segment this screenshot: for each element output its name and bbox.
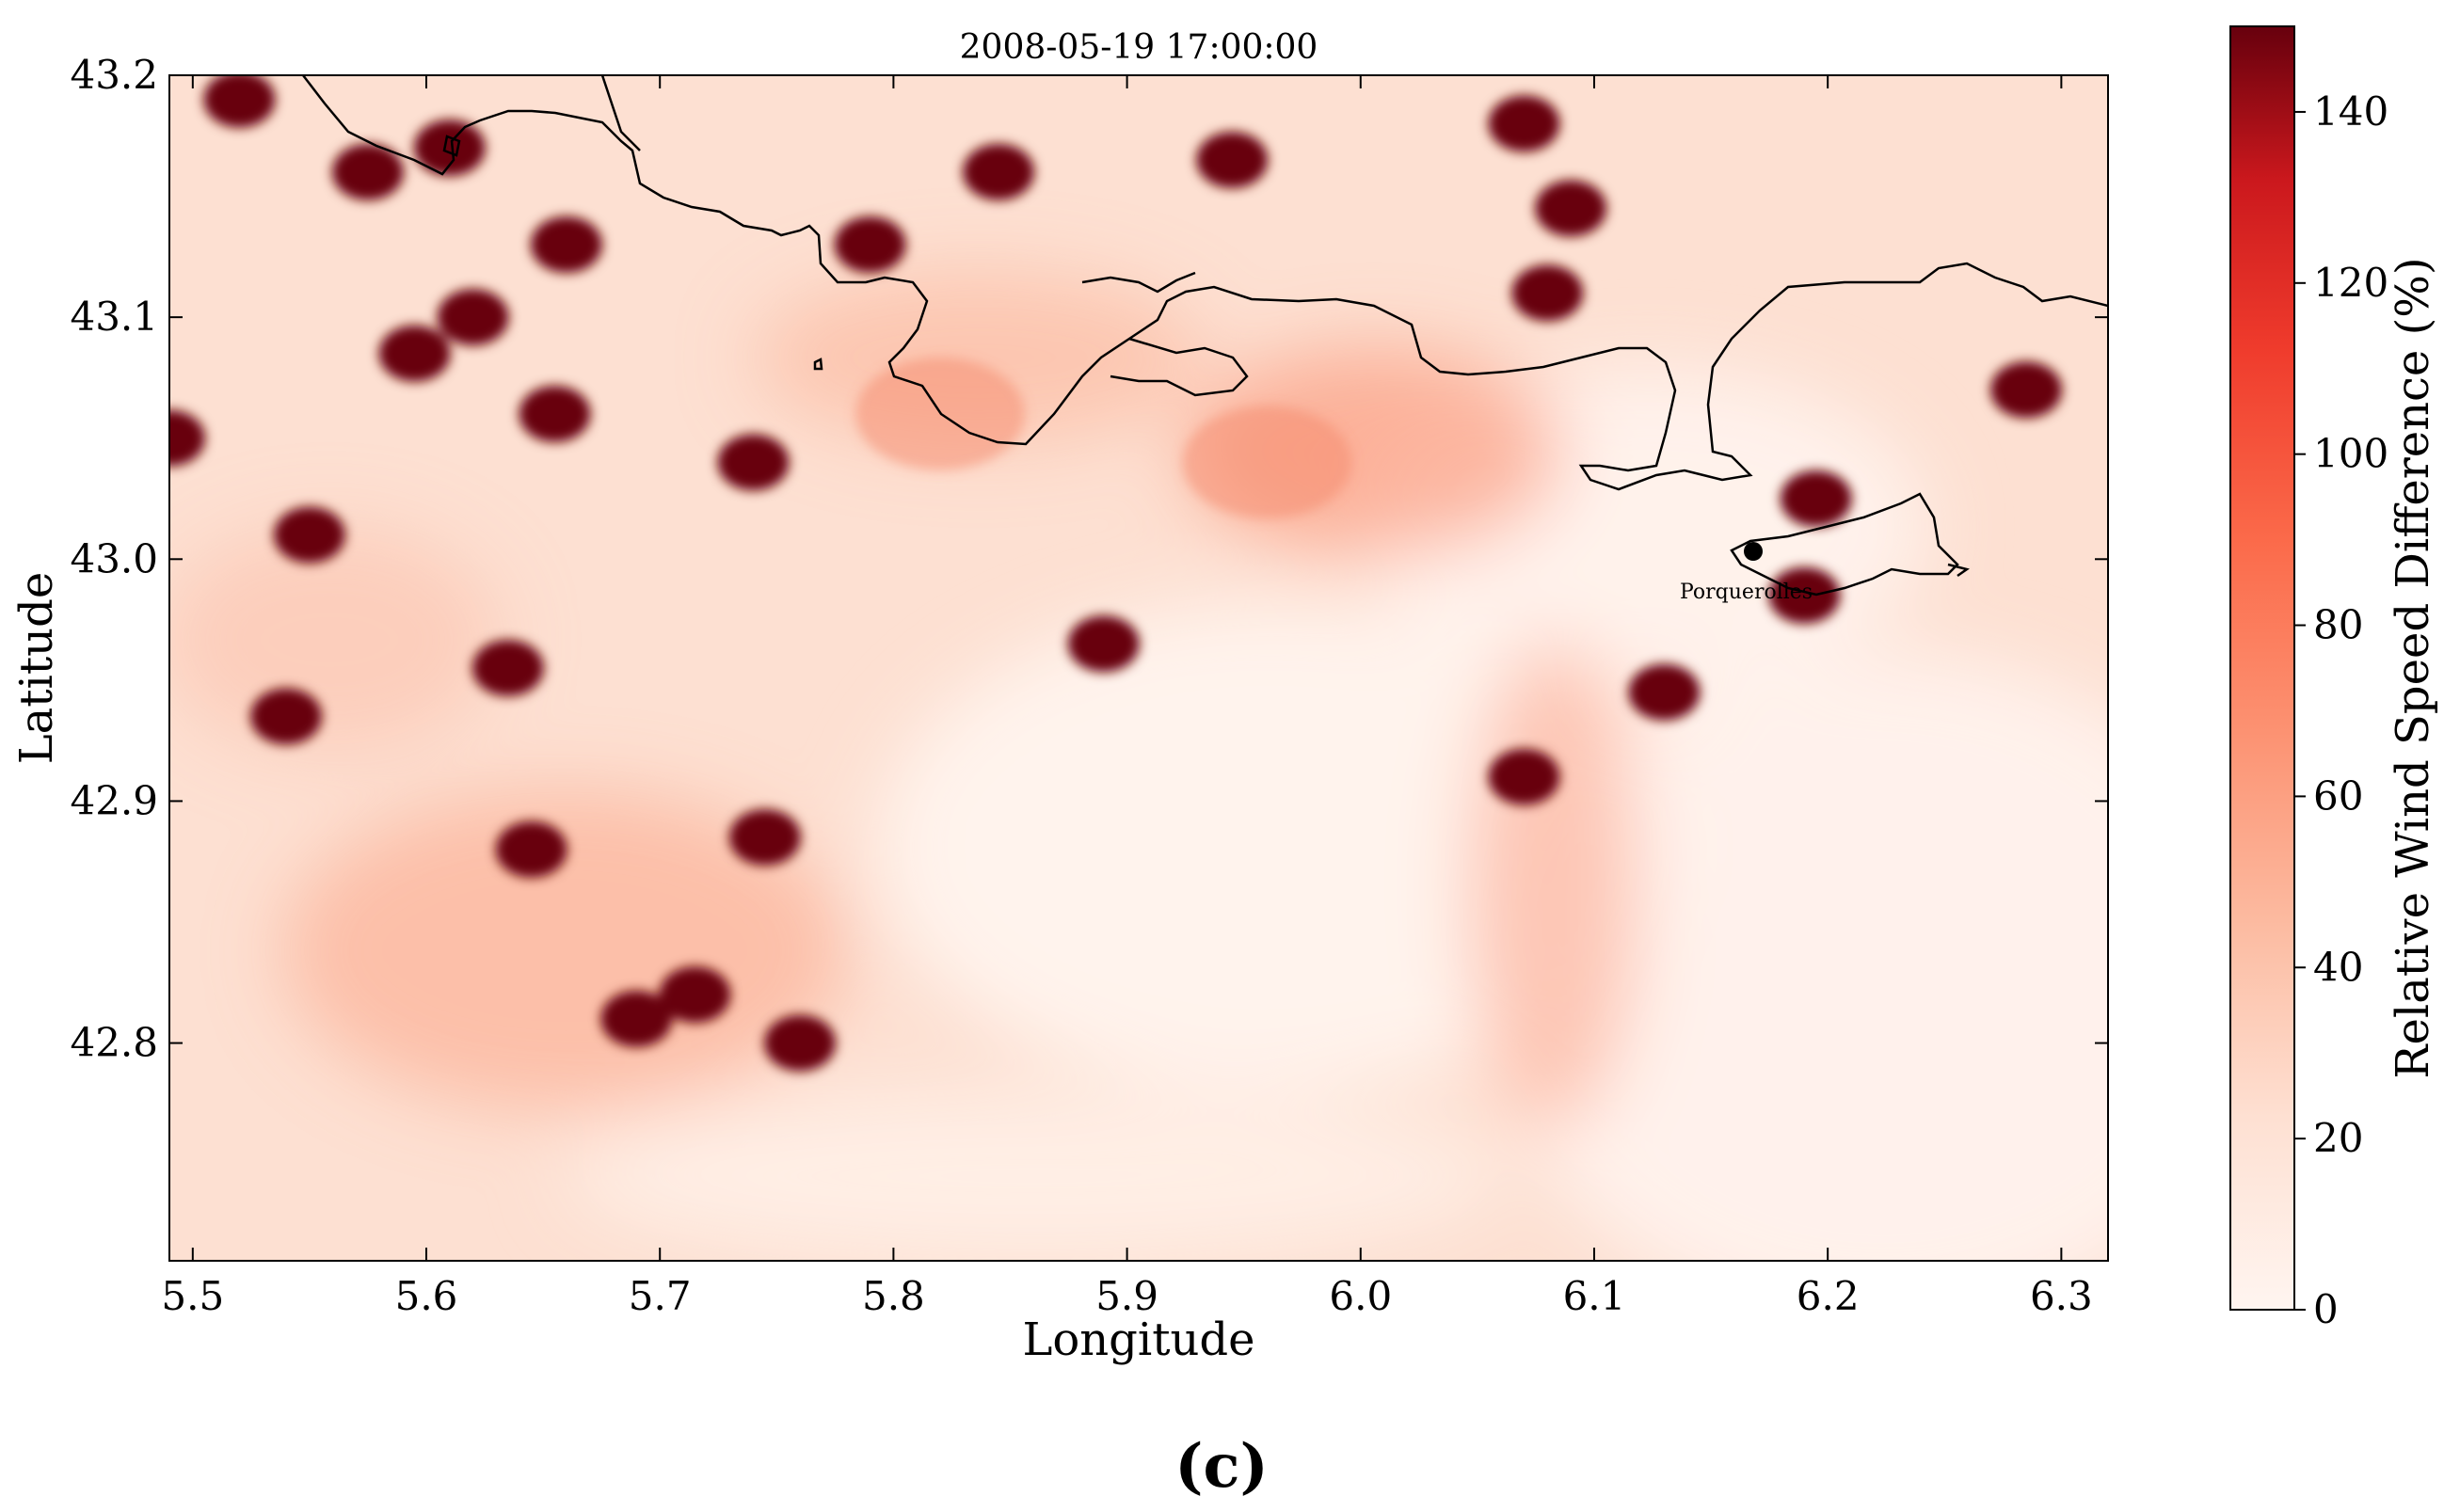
y-axis-label: Latitude — [10, 572, 63, 764]
y-tick-label: 42.9 — [70, 777, 158, 823]
chart-title: 2008-05-19 17:00:00 — [960, 28, 1318, 67]
heatmap-hotspot — [413, 119, 486, 177]
coastline — [302, 75, 2108, 597]
heatmap-hotspot — [717, 434, 790, 491]
heatmap-hotspot — [1628, 663, 1701, 721]
heatmap-hotspot — [273, 506, 345, 564]
coastline-mainland-west — [302, 75, 2108, 491]
heatmap-hotspot — [659, 966, 731, 1024]
colorbar-tick-label: 120 — [2313, 260, 2388, 306]
colorbar-tick-label: 80 — [2313, 602, 2363, 648]
colorbar-tick-label: 60 — [2313, 772, 2363, 819]
heatmap-hotspot — [1780, 470, 1852, 527]
x-tick-label: 5.7 — [629, 1273, 692, 1319]
x-tick-label: 6.3 — [2030, 1273, 2093, 1319]
x-tick-label: 6.2 — [1797, 1273, 1860, 1319]
heatmap-hotspot — [963, 143, 1035, 200]
coastline-islet-small — [813, 358, 823, 371]
x-axis: 5.5 5.6 5.7 5.8 5.9 6.0 6.1 6.2 6.3 — [161, 75, 2093, 1319]
panel-caption: (c) — [1174, 1431, 1269, 1502]
coastline-islet-west — [442, 135, 461, 157]
heatmap-hotspot — [331, 143, 404, 200]
heatmap-hotspot — [1535, 180, 1607, 237]
colorbar-tick-label: 0 — [2313, 1286, 2339, 1332]
heatmap-hotspot — [169, 409, 205, 467]
heatmap-hotspot — [530, 216, 602, 273]
heatmap-hotspot — [1488, 748, 1560, 805]
heatmap-hotspot — [600, 990, 673, 1047]
plot-frame — [168, 74, 2109, 1262]
heatmap-hotspot — [495, 820, 567, 878]
colorbar-ticks: 0 20 40 60 80 100 120 140 — [2294, 88, 2388, 1332]
x-tick-label: 6.0 — [1329, 1273, 1392, 1319]
heatmap-hotspot — [728, 809, 801, 866]
x-tick-label: 5.9 — [1095, 1273, 1158, 1319]
heatmap-hotspot — [1511, 264, 1584, 322]
heatmap-hotspot — [1488, 95, 1560, 152]
coastline-bay-inlet — [1110, 337, 1249, 397]
porquerolles-marker — [1744, 542, 1763, 561]
colorbar-tick-label: 20 — [2313, 1115, 2363, 1161]
y-axis: 43.2 43.1 43.0 42.9 42.8 — [70, 52, 2108, 1066]
coastline-giens — [1081, 271, 1196, 294]
heatmap-hotspot — [437, 289, 509, 346]
heatmap-hotspot — [1182, 406, 1352, 519]
heatmap-hotspot — [1196, 132, 1269, 188]
heatmap-hotspot — [471, 640, 544, 696]
porquerolles-label: Porquerolles — [1680, 581, 1813, 604]
y-tick-label: 43.2 — [70, 52, 158, 98]
colorbar-tick-label: 140 — [2313, 88, 2388, 135]
x-tick-label: 5.5 — [161, 1273, 224, 1319]
heatmap-field — [169, 75, 2108, 1261]
y-tick-label: 43.1 — [70, 294, 158, 340]
heatmap-hotspot — [1768, 566, 1841, 624]
heatmap-hotspot — [378, 325, 451, 382]
x-tick-label: 5.8 — [862, 1273, 925, 1319]
y-tick-label: 42.8 — [70, 1020, 158, 1066]
x-tick-label: 6.1 — [1563, 1273, 1626, 1319]
colorbar-tick-label: 100 — [2313, 431, 2388, 477]
x-tick-label: 5.6 — [395, 1273, 458, 1319]
colorbar-tick-label: 40 — [2313, 944, 2363, 990]
heatmap-hotspot — [1067, 615, 1140, 673]
colorbar-label: Relative Wind Speed Difference (%) — [2387, 257, 2439, 1078]
y-tick-label: 43.0 — [70, 535, 158, 581]
heatmap-hotspot — [1990, 361, 2063, 419]
heatmap-hotspot — [250, 688, 323, 745]
heatmap-hotspot — [519, 386, 591, 442]
colorbar — [2229, 25, 2295, 1311]
coastline-porquerolles — [1730, 492, 1959, 597]
heatmap-hotspot — [834, 216, 906, 273]
heatmap-hotspot — [203, 75, 276, 128]
x-axis-label: Longitude — [1022, 1313, 1254, 1366]
coastline-islet-east — [1947, 563, 1970, 578]
coastline-headland-1 — [600, 75, 641, 151]
heatmap-hotspot — [764, 1014, 837, 1072]
